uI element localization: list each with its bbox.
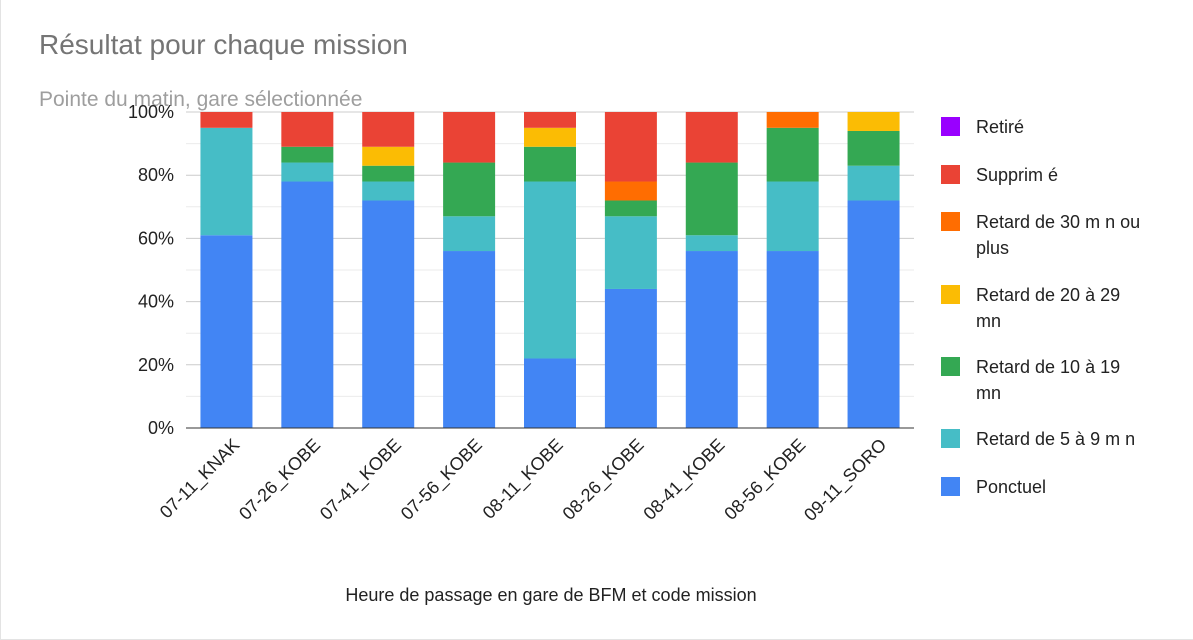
bar-segment: [766, 127, 819, 182]
bar-segment: [766, 112, 819, 128]
x-tick-label: 07-41_KOBE: [316, 435, 406, 525]
legend-label: Retiré: [976, 117, 1024, 137]
legend-swatch: [941, 429, 960, 448]
y-tick-label: 60%: [138, 228, 174, 248]
bar-segment: [766, 181, 819, 252]
bar-segment: [524, 112, 576, 128]
bar-segment: [524, 181, 576, 359]
legend: Retiré Supprim é Retard de 30 m n ou plus Re…: [941, 117, 1140, 497]
bar-segment: [847, 130, 900, 166]
bar-segment: [685, 251, 738, 428]
x-tick-label: 08-11_KOBE: [479, 435, 568, 524]
bar-segment: [281, 112, 334, 147]
legend-label: Retard de 30 m n ou: [976, 212, 1140, 232]
bar-segment: [200, 112, 253, 128]
bar-segment: [847, 112, 900, 131]
legend-label: Retard de 20 à 29: [976, 285, 1120, 305]
bar-segment: [362, 181, 415, 201]
legend-label: mn: [976, 383, 1001, 403]
x-axis-label: Heure de passage en gare de BFM et code …: [345, 585, 756, 605]
bar-segment: [200, 127, 253, 236]
bar-segment: [362, 112, 415, 147]
legend-label: plus: [976, 238, 1009, 258]
legend-swatch: [941, 477, 960, 496]
bar-segment: [443, 251, 496, 428]
chart-title: Résultat pour chaque mission: [39, 29, 408, 60]
legend-label: Retard de 10 à 19: [976, 357, 1120, 377]
x-axis-ticks: 07-11_KNAK07-26_KOBE07-41_KOBE07-56_KOBE…: [156, 435, 891, 526]
bar-segment: [524, 127, 576, 147]
legend-swatch: [941, 165, 960, 184]
legend-swatch: [941, 357, 960, 376]
x-tick-label: 09-11_SORO: [800, 435, 891, 526]
y-tick-label: 100%: [128, 102, 174, 122]
bar-segment: [281, 181, 334, 428]
legend-label: Supprim é: [976, 165, 1058, 185]
bar-segment: [766, 251, 819, 428]
y-tick-label: 80%: [138, 165, 174, 185]
y-tick-label: 40%: [138, 292, 174, 312]
x-tick-label: 08-26_KOBE: [559, 435, 649, 525]
bar-segment: [281, 146, 334, 163]
bars: [200, 112, 900, 428]
y-axis-ticks: 0% 20% 40% 60% 80% 100%: [128, 102, 174, 438]
bar-segment: [847, 165, 900, 201]
legend-swatch: [941, 285, 960, 304]
y-tick-label: 20%: [138, 355, 174, 375]
bar-segment: [362, 146, 415, 166]
bar-segment: [685, 235, 738, 252]
bar-segment: [524, 358, 576, 428]
bar-segment: [200, 235, 253, 428]
chart-subtitle: Pointe du matin, gare sélectionnée: [39, 88, 362, 111]
x-tick-label: 08-56_KOBE: [720, 435, 810, 525]
x-tick-label: 07-26_KOBE: [235, 435, 325, 525]
bar-segment: [847, 200, 900, 428]
bar-segment: [443, 162, 496, 217]
x-tick-label: 08-41_KOBE: [639, 435, 729, 525]
bar-segment: [604, 288, 657, 428]
legend-label: mn: [976, 311, 1001, 331]
bar-segment: [604, 181, 657, 201]
bar-segment: [604, 200, 657, 217]
bar-segment: [604, 216, 657, 289]
x-tick-label: 07-11_KNAK: [156, 435, 244, 523]
y-tick-label: 0%: [148, 418, 174, 438]
legend-label: Retard de 5 à 9 m n: [976, 429, 1135, 449]
bar-segment: [281, 162, 334, 182]
bar-segment: [524, 146, 576, 182]
bar-segment: [362, 165, 415, 182]
bar-segment: [685, 162, 738, 236]
legend-swatch: [941, 212, 960, 231]
bar-segment: [443, 112, 496, 163]
x-tick-label: 07-56_KOBE: [397, 435, 487, 525]
bar-segment: [604, 112, 657, 182]
bar-segment: [685, 112, 738, 163]
bar-segment: [362, 200, 415, 428]
bar-segment: [443, 216, 496, 252]
legend-label: Ponctuel: [976, 477, 1046, 497]
legend-swatch: [941, 117, 960, 136]
